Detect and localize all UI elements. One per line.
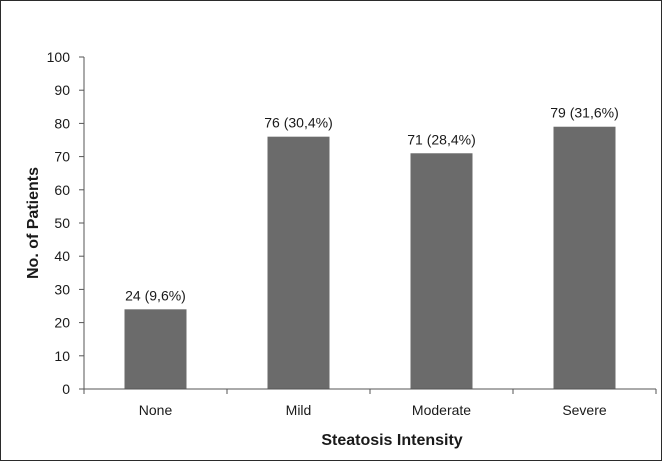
bar-moderate (410, 153, 473, 389)
y-tick-label: 70 (54, 149, 70, 165)
bar-mild (267, 136, 330, 389)
y-tick-label: 50 (54, 215, 70, 231)
y-tick-label: 60 (54, 182, 70, 198)
x-tick-label: Moderate (412, 402, 471, 418)
y-tick-label: 80 (54, 115, 70, 131)
y-tick-label: 30 (54, 281, 70, 297)
data-label-severe: 79 (31,6%) (550, 105, 618, 121)
x-tick-label: Severe (562, 402, 607, 418)
x-tick-label: None (139, 402, 173, 418)
y-axis-title: No. of Patients (25, 167, 42, 279)
bar-none (124, 309, 187, 389)
bar-severe (553, 126, 616, 389)
data-label-none: 24 (9,6%) (125, 287, 186, 303)
y-tick-label: 20 (54, 315, 70, 331)
y-tick-label: 40 (54, 248, 70, 264)
y-tick-label: 90 (54, 82, 70, 98)
x-axis-ticks: None Mild Moderate Severe (83, 389, 657, 418)
bars: 24 (9,6%) 76 (30,4%) 71 (28,4%) 79 (31,6%) (124, 105, 619, 389)
x-axis-title: Steatosis Intensity (321, 432, 462, 449)
y-tick-label: 10 (54, 348, 70, 364)
y-tick-label: 0 (62, 381, 70, 397)
data-label-mild: 76 (30,4%) (264, 115, 332, 131)
y-tick-label: 100 (47, 49, 71, 65)
y-axis-ticks: 0 10 20 30 40 50 60 70 80 90 100 (47, 49, 84, 397)
data-label-moderate: 71 (28,4%) (407, 131, 475, 147)
x-tick-label: Mild (286, 402, 312, 418)
